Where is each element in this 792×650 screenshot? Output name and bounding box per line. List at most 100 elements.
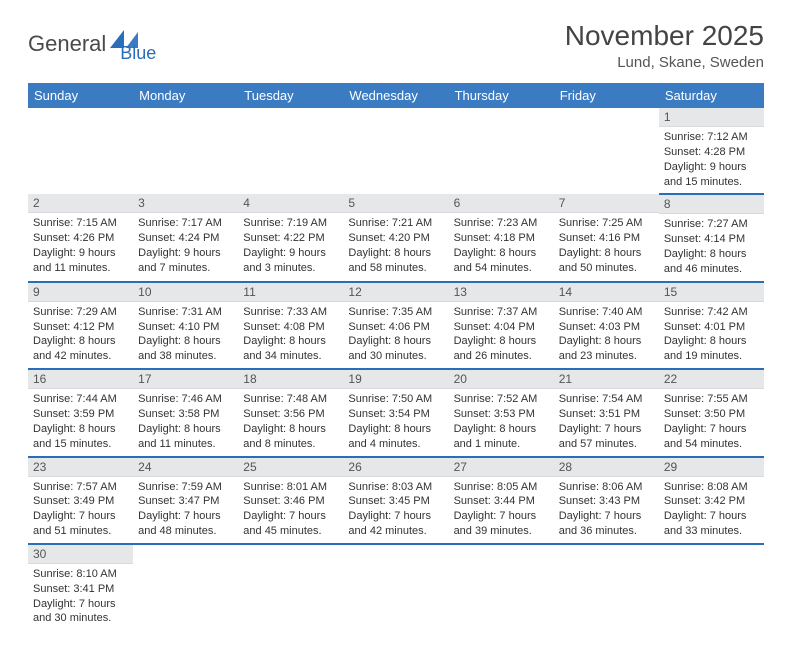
sunrise-line: Sunrise: 8:06 AM	[559, 480, 654, 495]
day-number: 23	[28, 458, 133, 477]
calendar-day-cell: 7Sunrise: 7:25 AMSunset: 4:16 PMDaylight…	[554, 194, 659, 281]
calendar-week-row: 16Sunrise: 7:44 AMSunset: 3:59 PMDayligh…	[28, 369, 764, 456]
sunrise-line: Sunrise: 7:42 AM	[664, 305, 759, 320]
sunset-line: Sunset: 4:26 PM	[33, 231, 128, 246]
logo-text-blue: Blue	[120, 44, 156, 62]
day-number: 5	[343, 194, 448, 213]
day-number: 22	[659, 370, 764, 389]
day-number: 18	[238, 370, 343, 389]
calendar-day-cell: 6Sunrise: 7:23 AMSunset: 4:18 PMDaylight…	[449, 194, 554, 281]
calendar-week-row: 2 Sunrise: 7:15 AMSunset: 4:26 PM Daylight…	[28, 194, 764, 281]
day-info: Sunrise: 7:19 AMSunset: 4:22 PMDaylight:…	[238, 213, 343, 279]
calendar-day-cell: 22Sunrise: 7:55 AMSunset: 3:50 PMDayligh…	[659, 369, 764, 456]
day-info: Sunrise: 7:55 AMSunset: 3:50 PMDaylight:…	[659, 389, 764, 455]
sunrise-line: Sunrise: 7:33 AM	[243, 305, 338, 320]
calendar-day-cell: 30Sunrise: 8:10 AMSunset: 3:41 PMDayligh…	[28, 544, 133, 630]
sunrise-line: Sunrise: 8:05 AM	[454, 480, 549, 495]
sunset-line: Sunset: 3:45 PM	[348, 494, 443, 509]
daylight-line: Daylight: 8 hours and 8 minutes.	[243, 422, 338, 452]
sunset-line: Sunset: 3:59 PM	[33, 407, 128, 422]
daylight-line: Daylight: 8 hours and 19 minutes.	[664, 334, 759, 364]
calendar-day-cell: 2Sunrise: 7:15 AMSunset: 4:26 PMDaylight…	[28, 194, 133, 281]
day-info: Sunrise: 7:25 AMSunset: 4:16 PMDaylight:…	[554, 213, 659, 279]
daylight-line: Daylight: 7 hours and 57 minutes.	[559, 422, 654, 452]
day-info: Sunrise: 7:50 AMSunset: 3:54 PMDaylight:…	[343, 389, 448, 455]
sunrise-line: Sunrise: 8:08 AM	[664, 480, 759, 495]
weekday-header: Tuesday	[238, 83, 343, 108]
daylight-line: Daylight: 8 hours and 1 minute.	[454, 422, 549, 452]
calendar-day-cell: 25Sunrise: 8:01 AMSunset: 3:46 PMDayligh…	[238, 457, 343, 544]
calendar-body: 1Sunrise: 7:12 AMSunset: 4:28 PMDaylight…	[28, 108, 764, 630]
sunrise-line: Sunrise: 7:15 AM	[33, 216, 128, 231]
sunrise-line: Sunrise: 8:01 AM	[243, 480, 338, 495]
calendar-day-cell: 4Sunrise: 7:19 AMSunset: 4:22 PMDaylight…	[238, 194, 343, 281]
sunrise-line: Sunrise: 7:48 AM	[243, 392, 338, 407]
calendar-empty-cell	[238, 544, 343, 630]
day-info: Sunrise: 7:29 AMSunset: 4:12 PMDaylight:…	[28, 302, 133, 368]
calendar-empty-cell	[238, 108, 343, 194]
calendar-empty-cell	[133, 108, 238, 194]
logo: General Blue	[28, 26, 156, 62]
sunset-line: Sunset: 3:46 PM	[243, 494, 338, 509]
sunset-line: Sunset: 4:01 PM	[664, 320, 759, 335]
calendar-day-cell: 10Sunrise: 7:31 AMSunset: 4:10 PMDayligh…	[133, 282, 238, 369]
day-number: 25	[238, 458, 343, 477]
day-number: 9	[28, 283, 133, 302]
sunset-line: Sunset: 3:47 PM	[138, 494, 233, 509]
day-number: 30	[28, 545, 133, 564]
calendar-day-cell: 18 Sunrise: 7:48 AMSunset: 3:56 PMDayligh…	[238, 369, 343, 456]
daylight-line: Daylight: 7 hours and 42 minutes.	[348, 509, 443, 539]
calendar-day-cell: 26Sunrise: 8:03 AMSunset: 3:45 PMDayligh…	[343, 457, 448, 544]
calendar-empty-cell	[554, 108, 659, 194]
daylight-line: Daylight: 7 hours and 33 minutes.	[664, 509, 759, 539]
sunset-line: Sunset: 4:18 PM	[454, 231, 549, 246]
daylight-line: Daylight: 8 hours and 42 minutes.	[33, 334, 128, 364]
day-info: Sunrise: 7:46 AMSunset: 3:58 PMDaylight:…	[133, 389, 238, 455]
header: General Blue November 2025 Lund, Skane, …	[28, 20, 764, 71]
title-block: November 2025 Lund, Skane, Sweden	[565, 20, 764, 71]
calendar-day-cell: 17Sunrise: 7:46 AMSunset: 3:58 PMDayligh…	[133, 369, 238, 456]
sunrise-line: Sunrise: 7:21 AM	[348, 216, 443, 231]
day-number: 29	[659, 458, 764, 477]
day-number: 24	[133, 458, 238, 477]
calendar-day-cell: 29Sunrise: 8:08 AMSunset: 3:42 PMDayligh…	[659, 457, 764, 544]
sunset-line: Sunset: 3:44 PM	[454, 494, 549, 509]
day-number: 7	[554, 194, 659, 213]
day-number: 12	[343, 283, 448, 302]
sunrise-line: Sunrise: 7:46 AM	[138, 392, 233, 407]
sunset-line: Sunset: 3:56 PM	[243, 407, 338, 422]
day-number: 8	[659, 195, 764, 214]
day-number: 2	[28, 194, 133, 213]
calendar-week-row: 30Sunrise: 8:10 AMSunset: 3:41 PMDayligh…	[28, 544, 764, 630]
calendar-empty-cell	[449, 544, 554, 630]
calendar-empty-cell	[659, 544, 764, 630]
calendar-week-row: 1Sunrise: 7:12 AMSunset: 4:28 PMDaylight…	[28, 108, 764, 194]
sunset-line: Sunset: 4:04 PM	[454, 320, 549, 335]
day-number: 16	[28, 370, 133, 389]
day-number: 17	[133, 370, 238, 389]
daylight-line: Daylight: 8 hours and 34 minutes.	[243, 334, 338, 364]
daylight-line: Daylight: 9 hours and 15 minutes.	[664, 160, 759, 190]
day-number: 10	[133, 283, 238, 302]
daylight-line: Daylight: 8 hours and 50 minutes.	[559, 246, 654, 276]
day-info: Sunrise: 7:21 AMSunset: 4:20 PMDaylight:…	[343, 213, 448, 279]
sunset-line: Sunset: 3:53 PM	[454, 407, 549, 422]
day-info: Sunrise: 7:35 AMSunset: 4:06 PMDaylight:…	[343, 302, 448, 368]
calendar-empty-cell	[28, 108, 133, 194]
weekday-header: Friday	[554, 83, 659, 108]
sunrise-line: Sunrise: 7:52 AM	[454, 392, 549, 407]
day-number: 6	[449, 194, 554, 213]
sunrise-line: Sunrise: 8:03 AM	[348, 480, 443, 495]
sunset-line: Sunset: 3:51 PM	[559, 407, 654, 422]
day-info: Sunrise: 7:23 AMSunset: 4:18 PMDaylight:…	[449, 213, 554, 279]
sunset-line: Sunset: 4:22 PM	[243, 231, 338, 246]
calendar-empty-cell	[133, 544, 238, 630]
sunrise-line: Sunrise: 7:19 AM	[243, 216, 338, 231]
location: Lund, Skane, Sweden	[565, 54, 764, 71]
day-info: Sunrise: 8:03 AMSunset: 3:45 PMDaylight:…	[343, 477, 448, 543]
sunrise-line: Sunrise: 7:25 AM	[559, 216, 654, 231]
sunrise-line: Sunrise: 8:10 AM	[33, 567, 128, 582]
sunrise-line: Sunrise: 7:37 AM	[454, 305, 549, 320]
day-info: Sunrise: 7:12 AMSunset: 4:28 PMDaylight:…	[659, 127, 764, 193]
calendar-day-cell: 19Sunrise: 7:50 AMSunset: 3:54 PMDayligh…	[343, 369, 448, 456]
